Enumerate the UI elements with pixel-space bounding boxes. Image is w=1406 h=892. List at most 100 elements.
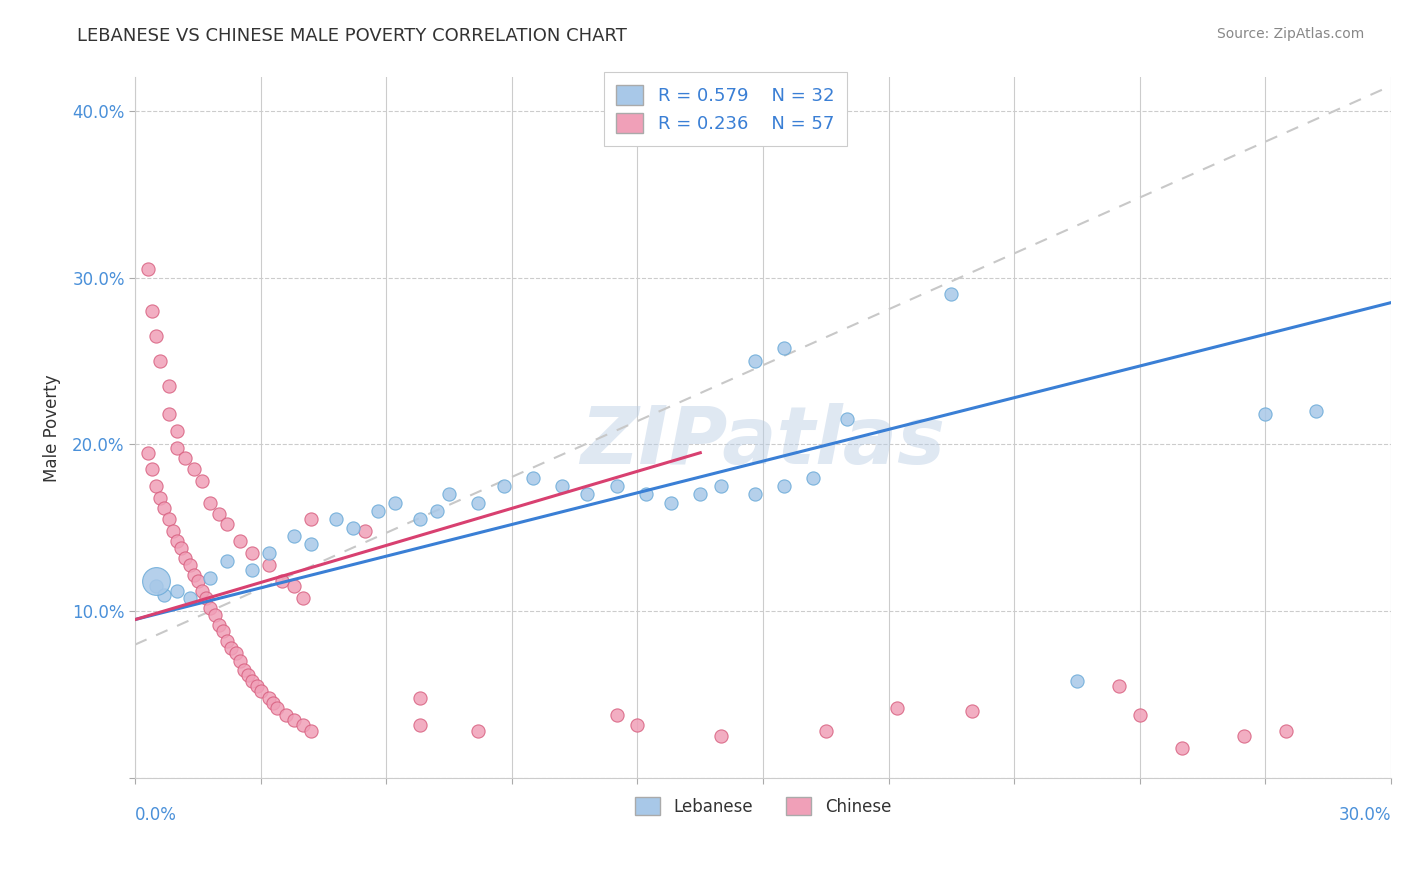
Point [170,541,193,555]
Point [551,479,574,493]
Point [801,471,824,485]
Point [240,546,263,560]
Point [1275,724,1298,739]
Point [157,512,180,526]
Point [257,690,280,705]
Point [145,574,167,589]
Point [149,354,172,368]
Point [217,554,239,568]
Point [240,562,263,576]
Point [174,550,197,565]
Point [354,524,377,538]
Point [225,646,247,660]
Point [183,462,205,476]
Point [1305,404,1327,418]
Point [283,529,305,543]
Point [522,471,544,485]
Point [187,574,209,589]
Point [689,487,711,501]
Text: 30.0%: 30.0% [1339,806,1391,824]
Point [233,663,256,677]
Point [217,517,239,532]
Point [229,534,252,549]
Text: 0.0%: 0.0% [135,806,177,824]
Point [325,512,347,526]
Point [299,537,322,551]
Point [141,304,163,318]
Point [157,379,180,393]
Point [270,574,292,589]
Point [149,491,172,505]
Point [153,588,176,602]
Point [136,262,159,277]
Point [166,424,188,438]
Point [174,450,197,465]
Point [166,441,188,455]
Point [257,546,280,560]
Point [145,579,167,593]
Point [409,690,432,705]
Point [425,504,447,518]
Point [191,474,214,488]
Point [208,617,231,632]
Point [606,479,628,493]
Point [136,446,159,460]
Point [162,524,184,538]
Point [409,717,432,731]
Point [606,707,628,722]
Point [283,713,305,727]
Point [266,701,288,715]
Point [166,584,188,599]
Point [274,707,297,722]
Point [179,558,201,572]
Point [1066,674,1088,689]
Point [191,584,214,599]
Point [299,512,322,526]
Point [1170,741,1192,756]
Point [183,567,205,582]
Point [744,487,766,501]
Legend: Lebanese, Chinese: Lebanese, Chinese [628,790,898,822]
Point [291,591,314,605]
Point [710,479,733,493]
Point [814,724,837,739]
Point [157,408,180,422]
Text: ZIPatlas: ZIPatlas [581,402,946,481]
Point [208,508,231,522]
Point [1108,679,1130,693]
Point [153,500,176,515]
Point [257,558,280,572]
Point [634,487,657,501]
Point [204,607,226,622]
Point [492,479,515,493]
Point [941,287,963,301]
Point [576,487,599,501]
Point [409,512,432,526]
Point [212,624,235,639]
Point [245,679,267,693]
Point [773,341,796,355]
Point [626,717,648,731]
Point [291,717,314,731]
Point [835,412,858,426]
Point [962,704,984,718]
Point [773,479,796,493]
Point [145,479,167,493]
Point [1129,707,1152,722]
Point [886,701,908,715]
Point [342,521,364,535]
Text: Source: ZipAtlas.com: Source: ZipAtlas.com [1216,27,1364,41]
Point [195,591,218,605]
Y-axis label: Male Poverty: Male Poverty [44,374,60,482]
Point [240,674,263,689]
Point [467,724,489,739]
Point [238,667,260,681]
Point [166,534,188,549]
Point [467,496,489,510]
Point [141,462,163,476]
Point [299,724,322,739]
Point [283,579,305,593]
Text: LEBANESE VS CHINESE MALE POVERTY CORRELATION CHART: LEBANESE VS CHINESE MALE POVERTY CORRELA… [77,27,627,45]
Point [217,634,239,648]
Point [367,504,389,518]
